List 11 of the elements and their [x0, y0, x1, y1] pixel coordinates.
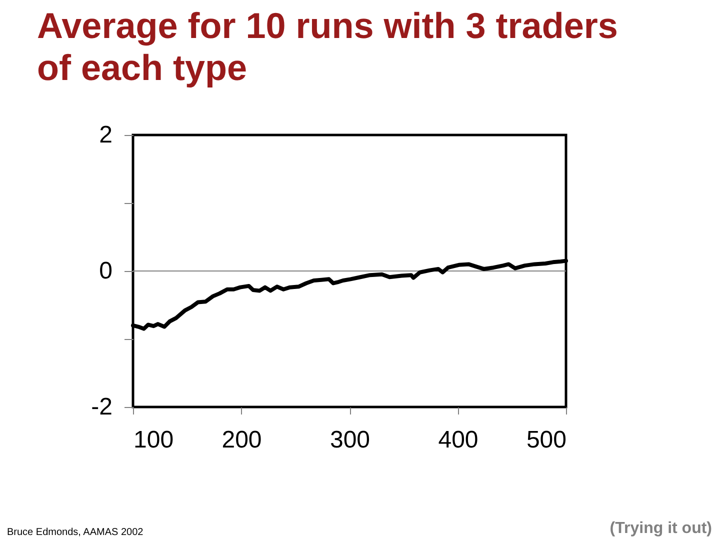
x-tick-label: 100: [134, 426, 174, 454]
y-tick-label: 2: [99, 122, 112, 148]
chart-title: Average for 10 runs with 3 traders of each type: [37, 5, 618, 88]
x-tick-label: 500: [526, 426, 566, 454]
text: Bruce Edmonds, AAMAS 2002: [7, 527, 144, 538]
x-tick-label: 300: [330, 426, 370, 454]
text: (Trying it out): [610, 520, 712, 537]
y-tick-label: 0: [99, 258, 112, 284]
x-tick-label: 400: [438, 426, 478, 454]
y-tick-label: -2: [91, 394, 112, 420]
x-tick-label: 200: [222, 426, 262, 454]
